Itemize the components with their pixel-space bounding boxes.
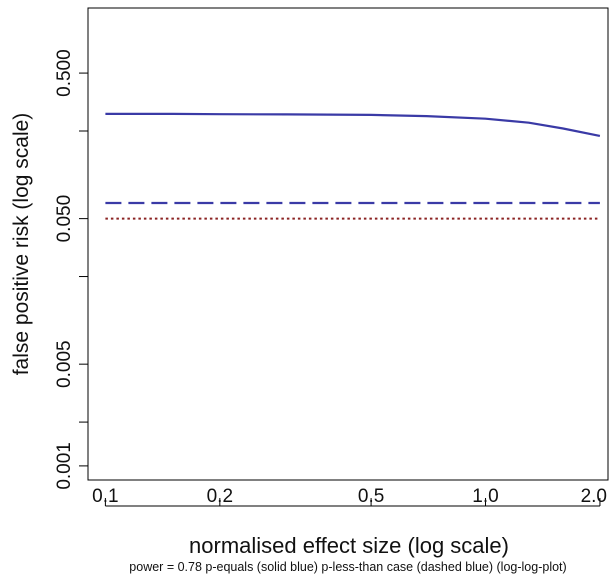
y-axis: 0.001 0.005 0.050 0.500 bbox=[54, 49, 88, 490]
x-axis: 0.1 0.2 0.5 1.0 2.0 bbox=[92, 486, 607, 507]
x-tick-label: 2.0 bbox=[581, 486, 607, 507]
y-tick-label: 0.050 bbox=[54, 195, 75, 243]
y-tick-label: 0.500 bbox=[54, 49, 75, 97]
x-tick-label: 0.5 bbox=[358, 486, 384, 507]
x-axis-label: normalised effect size (log scale) bbox=[189, 533, 509, 558]
y-tick-label: 0.001 bbox=[54, 442, 75, 490]
chart-subtitle: power = 0.78 p-equals (solid blue) p-les… bbox=[129, 560, 566, 574]
series-line-solid bbox=[105, 112, 601, 137]
series-layer bbox=[105, 112, 601, 220]
y-axis-label: false positive risk (log scale) bbox=[10, 113, 33, 376]
x-tick-label: 0.2 bbox=[207, 486, 233, 507]
x-tick-label: 1.0 bbox=[472, 486, 498, 507]
y-tick-label: 0.005 bbox=[54, 340, 75, 388]
plot-frame bbox=[87, 7, 609, 481]
x-tick-label: 0.1 bbox=[92, 486, 118, 507]
